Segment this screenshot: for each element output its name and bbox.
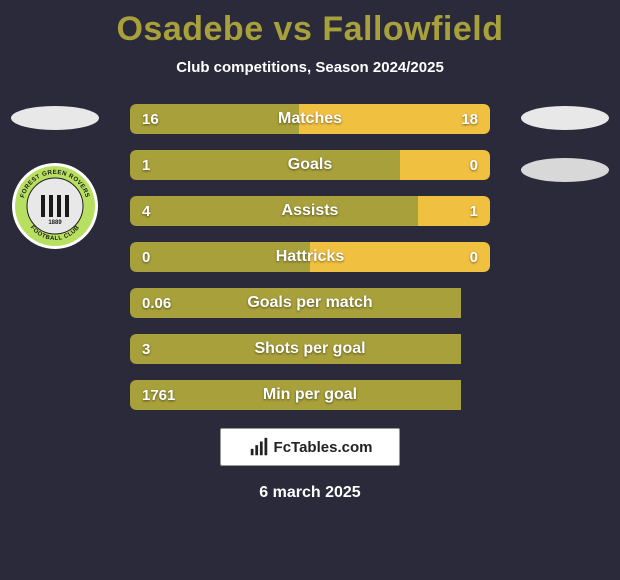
stat-row: 3Shots per goal <box>130 334 490 364</box>
svg-text:1889: 1889 <box>48 220 62 226</box>
logo-text: FcTables.com <box>274 439 373 456</box>
subtitle: Club competitions, Season 2024/2025 <box>0 59 620 76</box>
right-player-col <box>510 104 620 182</box>
comparison-main: FOREST GREEN ROVERS FOOTBALL CLUB 1889 1… <box>0 104 620 410</box>
left-club-crest-icon: FOREST GREEN ROVERS FOOTBALL CLUB 1889 <box>11 162 99 250</box>
right-flag-1-icon <box>521 106 609 130</box>
fctables-logo: FcTables.com <box>220 428 400 466</box>
stat-row: 10Goals <box>130 150 490 180</box>
stat-row: 41Assists <box>130 196 490 226</box>
stat-label: Min per goal <box>130 380 490 410</box>
crest-svg: FOREST GREEN ROVERS FOOTBALL CLUB 1889 <box>11 162 99 250</box>
stat-row: 1761Min per goal <box>130 380 490 410</box>
left-flag-icon <box>11 106 99 130</box>
chart-icon <box>248 436 270 458</box>
stat-label: Assists <box>130 196 490 226</box>
left-player-col: FOREST GREEN ROVERS FOOTBALL CLUB 1889 <box>0 104 110 250</box>
stat-row: 1618Matches <box>130 104 490 134</box>
stat-label: Goals per match <box>130 288 490 318</box>
right-flag-2-icon <box>521 158 609 182</box>
stat-label: Matches <box>130 104 490 134</box>
stat-row: 0.06Goals per match <box>130 288 490 318</box>
page-title: Osadebe vs Fallowfield <box>0 0 620 49</box>
stat-label: Hattricks <box>130 242 490 272</box>
stat-row: 00Hattricks <box>130 242 490 272</box>
stat-label: Shots per goal <box>130 334 490 364</box>
stat-label: Goals <box>130 150 490 180</box>
stat-bars: 1618Matches 10Goals 41Assists 00Hattricks 0.… <box>130 104 490 410</box>
date-label: 6 march 2025 <box>0 484 620 502</box>
